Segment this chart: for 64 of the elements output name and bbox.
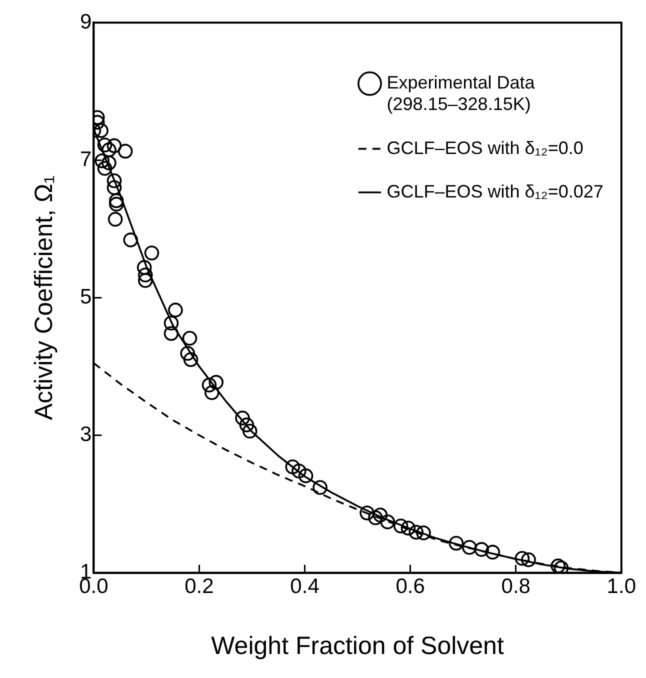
point <box>448 536 464 551</box>
legend-label: GCLF–EOS with δ₁₂=0.027 <box>386 181 604 202</box>
point <box>106 138 122 154</box>
point <box>182 330 198 346</box>
point <box>360 506 374 520</box>
point <box>550 558 566 573</box>
point <box>106 180 122 196</box>
point <box>372 508 388 522</box>
y-tick-label: 5 <box>80 285 92 308</box>
y-tick-label: 3 <box>80 423 92 446</box>
point <box>94 153 110 168</box>
point <box>108 193 124 208</box>
point <box>298 468 314 484</box>
point <box>400 520 416 536</box>
x-tick-label: 1.0 <box>606 575 636 598</box>
point <box>485 544 500 560</box>
point <box>164 326 179 341</box>
y-tick-label: 7 <box>80 148 92 171</box>
point <box>108 212 123 227</box>
point <box>235 410 250 426</box>
point <box>242 424 258 439</box>
point <box>239 418 254 432</box>
x-tick-label: 0.8 <box>501 575 530 598</box>
point <box>474 542 489 557</box>
x-tick-label: 0.6 <box>396 575 425 598</box>
x-axis-title: Weight Fraction of Solvent <box>211 632 504 660</box>
y-axis-title: Activity Coefficient, Ω₁ <box>30 175 58 420</box>
point <box>416 526 431 540</box>
legend-label: GCLF–EOS with δ₁₂=0.0 <box>386 138 584 158</box>
point <box>312 480 328 495</box>
legend-label: Experimental Data (298.15–328.15K) <box>386 72 536 114</box>
point <box>97 138 112 152</box>
y-tick-label: 9 <box>80 10 92 34</box>
x-tick-label: 0.2 <box>184 575 214 598</box>
point <box>285 459 300 474</box>
point <box>118 144 133 159</box>
point <box>202 378 217 392</box>
point <box>380 514 396 530</box>
point <box>108 196 124 212</box>
point <box>462 540 477 555</box>
point <box>144 246 160 260</box>
point <box>208 374 224 390</box>
point <box>106 173 122 188</box>
point <box>393 518 408 534</box>
point <box>94 123 108 138</box>
point <box>521 552 536 568</box>
point <box>138 268 153 282</box>
point <box>180 346 196 361</box>
point <box>554 560 569 573</box>
point <box>102 142 116 158</box>
point <box>138 273 153 288</box>
point <box>204 385 220 400</box>
point <box>102 156 116 170</box>
point <box>408 524 424 540</box>
point <box>368 510 383 526</box>
point <box>514 550 530 566</box>
point <box>164 316 179 331</box>
x-tick-label: 0.4 <box>290 575 320 598</box>
point <box>123 232 138 248</box>
point <box>183 352 198 367</box>
point <box>97 161 112 176</box>
point <box>292 464 306 478</box>
point <box>136 260 152 275</box>
point <box>168 302 183 318</box>
